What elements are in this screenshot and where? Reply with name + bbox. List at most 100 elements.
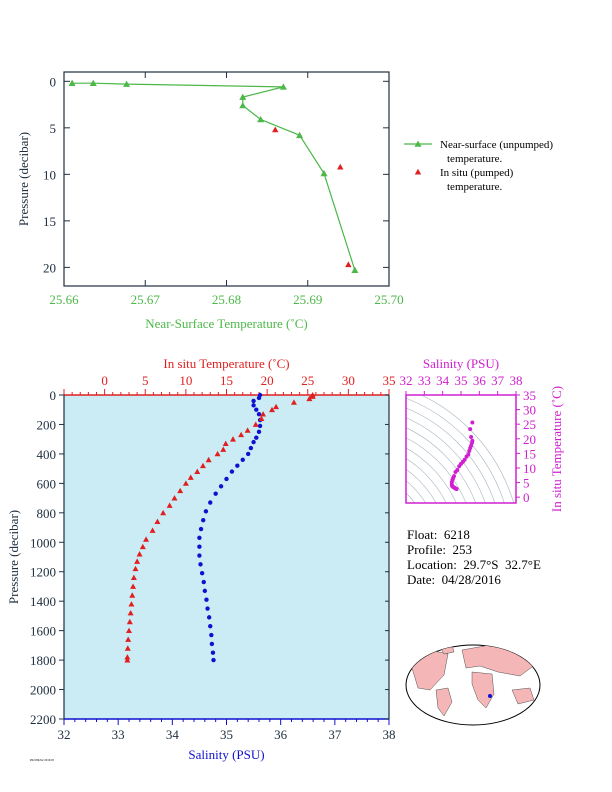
temperature-point	[187, 474, 194, 480]
inset-x-tick-label: 36	[473, 373, 487, 388]
x-tick-label: 25.66	[49, 292, 79, 307]
profile-number: Profile: 253	[407, 542, 472, 557]
pressure-tick-label: 2200	[30, 712, 56, 727]
x-axis-label: Near-Surface Temperature (˚C)	[145, 316, 307, 331]
salinity-tick-label: 32	[58, 727, 71, 742]
legend-text: temperature.	[447, 181, 503, 193]
salinity-point	[251, 403, 256, 408]
near-surface-point	[239, 101, 247, 109]
date: Date: 04/28/2016	[407, 572, 501, 587]
inset-x-tick-label: 38	[510, 373, 523, 388]
salinity-tick-label: 38	[383, 727, 396, 742]
near-surface-point	[320, 169, 328, 177]
temperature-point	[127, 609, 134, 616]
salinity-point	[248, 445, 254, 451]
salinity-point	[254, 407, 259, 412]
salinity-point	[197, 553, 202, 558]
temperature-tick-label: 30	[342, 373, 355, 388]
temperature-point	[309, 393, 316, 399]
plot-frame	[63, 71, 390, 287]
inset-y-axis-label: In situ Temperature (˚C)	[549, 386, 564, 512]
salinity-point	[229, 469, 235, 474]
float-info: Float: 6218 Profile: 253 Location: 29.7°…	[407, 527, 541, 587]
salinity-point	[199, 571, 205, 576]
salinity-point	[208, 500, 213, 505]
temperature-tick-label: 20	[261, 373, 274, 388]
salinity-point	[251, 398, 256, 404]
temperature-point	[143, 536, 150, 542]
temperature-point	[132, 565, 139, 572]
legend-text: Near-surface (unpumped)	[440, 139, 553, 151]
inset-y-tick-label: 5	[523, 476, 530, 491]
temperature-point	[238, 431, 245, 438]
temperature-point	[222, 440, 229, 446]
temperature-point	[244, 427, 251, 433]
salinity-point	[201, 579, 206, 585]
salinity-point	[206, 615, 212, 620]
salinity-point	[202, 588, 208, 594]
legend-text: In situ (pumped)	[440, 167, 514, 179]
inset-y-tick-label: 25	[523, 417, 536, 432]
pressure-tick-label: 600	[37, 476, 57, 491]
salinity-point	[197, 544, 202, 549]
pressure-tick-label: 400	[37, 447, 57, 462]
x-tick-label: 25.68	[212, 292, 241, 307]
salinity-tick-label: 37	[328, 727, 342, 742]
pressure-tick-label: 1000	[30, 535, 56, 550]
temperature-tick-label: 0	[101, 373, 108, 388]
plot-background	[64, 395, 389, 719]
y-tick-label: 0	[50, 74, 57, 89]
temperature-point	[129, 592, 136, 598]
ts-point	[467, 449, 472, 454]
temperature-point	[260, 411, 267, 417]
inset-y-tick-label: 10	[523, 461, 536, 476]
inset-x-tick-label: 34	[436, 373, 450, 388]
salinity-point	[240, 457, 245, 462]
in-situ-point	[345, 261, 352, 268]
pressure-tick-label: 0	[50, 388, 57, 403]
near-surface-point	[257, 115, 265, 123]
temperature-point	[124, 654, 131, 660]
temperature-point	[124, 657, 131, 663]
salinity-point	[198, 526, 204, 532]
near-surface-point	[123, 80, 131, 87]
salinity-point	[203, 509, 209, 514]
y-tick-label: 20	[43, 260, 56, 275]
temperature-point	[194, 468, 201, 474]
pressure-tick-label: 1800	[30, 653, 56, 668]
temperature-point	[214, 450, 221, 457]
pressure-axis-label: Pressure (decibar)	[6, 510, 21, 604]
near-surface-point	[239, 93, 247, 100]
salinity-point	[201, 517, 206, 523]
temperature-point	[160, 509, 167, 516]
ts-point	[470, 420, 475, 425]
temperature-point	[199, 462, 206, 469]
temperature-point	[130, 583, 137, 589]
pressure-tick-label: 1200	[30, 565, 56, 580]
salinity-tick-label: 33	[112, 727, 125, 742]
salinity-point	[235, 463, 240, 468]
near-surface-point	[351, 266, 359, 273]
temperature-point	[252, 421, 259, 427]
salinity-point	[211, 657, 216, 663]
inset-y-tick-label: 0	[523, 490, 530, 505]
salinity-point	[256, 411, 262, 417]
inset-background	[406, 395, 516, 503]
temperature-point	[149, 527, 156, 533]
salinity-point	[254, 435, 259, 440]
salinity-point	[224, 476, 229, 482]
x-tick-label: 25.69	[293, 292, 322, 307]
y-tick-label: 5	[50, 121, 57, 136]
salinity-point	[208, 624, 213, 629]
y-axis-label: Pressure (decibar)	[16, 132, 31, 226]
temperature-point	[171, 495, 178, 501]
temperature-tick-label: 10	[179, 373, 192, 388]
temperature-tick-label: 15	[220, 373, 233, 388]
salinity-point	[251, 439, 256, 445]
temperature-tick-label: 25	[301, 373, 314, 388]
salinity-axis-label: Salinity (PSU)	[188, 747, 264, 762]
y-tick-label: 10	[43, 167, 56, 182]
temperature-point	[205, 456, 212, 463]
legend-marker-near-surface	[414, 140, 422, 147]
